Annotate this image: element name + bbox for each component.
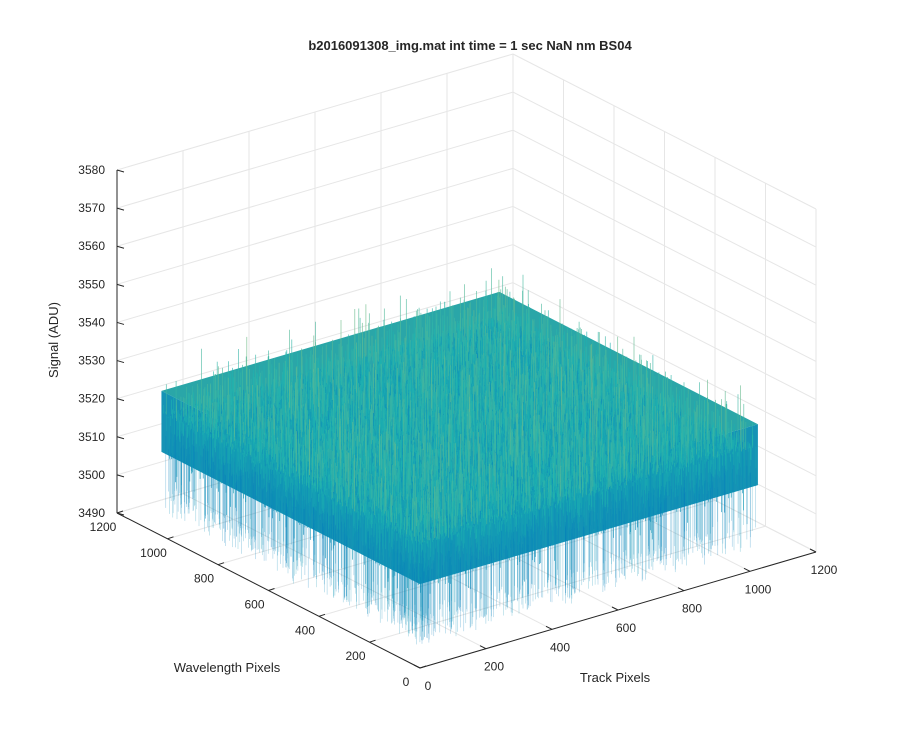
surface-layer [161, 268, 757, 644]
